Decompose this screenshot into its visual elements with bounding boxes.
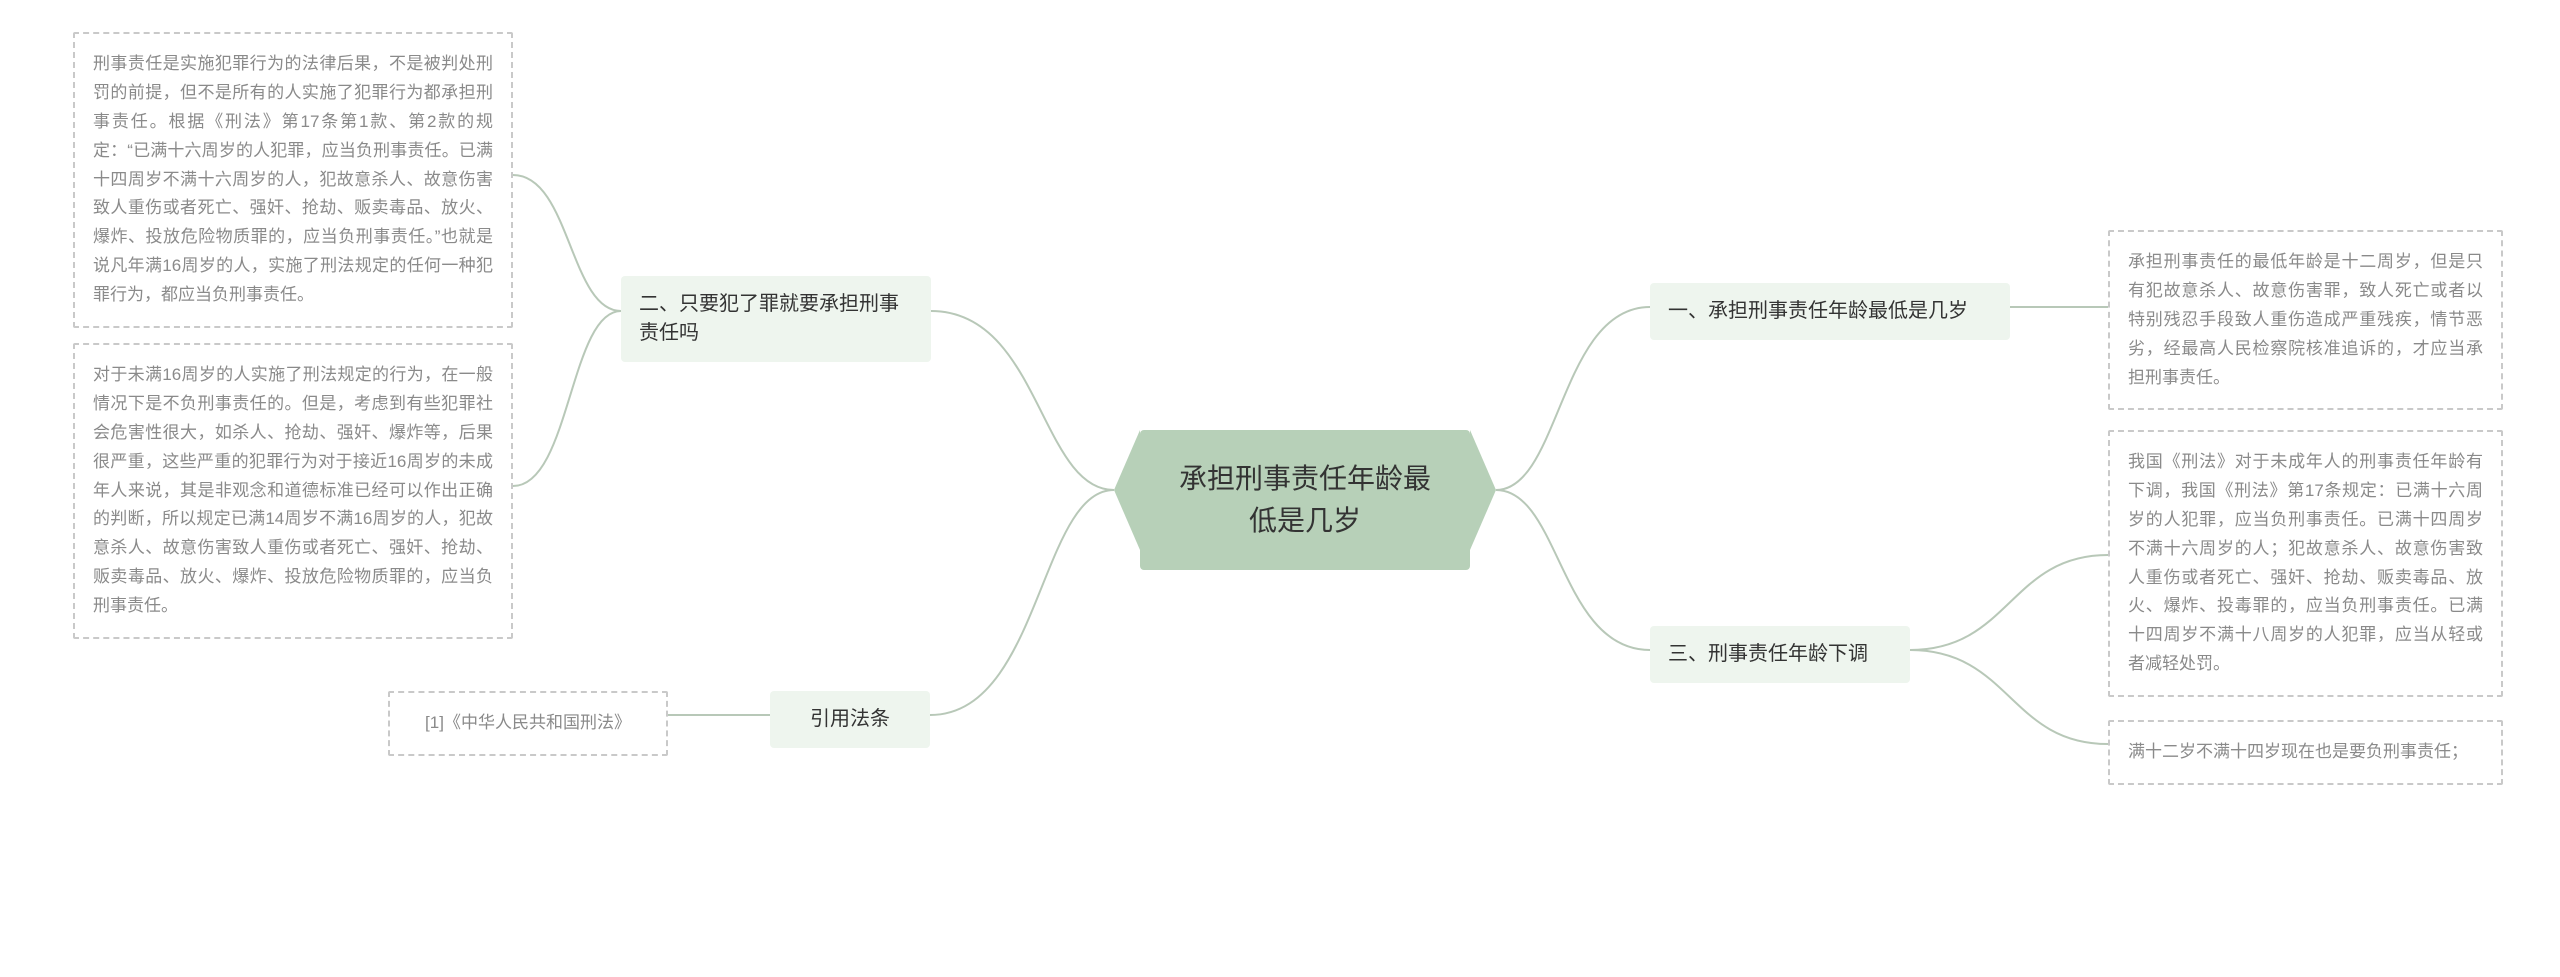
branch-section-2[interactable]: 二、只要犯了罪就要承担刑事责任吗	[621, 276, 931, 362]
leaf-text: 刑事责任是实施犯罪行为的法律后果，不是被判处刑罚的前提，但不是所有的人实施了犯罪…	[93, 54, 493, 304]
leaf-section-2b[interactable]: 对于未满16周岁的人实施了刑法规定的行为，在一般情况下是不负刑事责任的。但是，考…	[73, 343, 513, 639]
leaf-text: 我国《刑法》对于未成年人的刑事责任年龄有下调，我国《刑法》第17条规定：已满十六…	[2128, 452, 2483, 673]
branch-label: 二、只要犯了罪就要承担刑事责任吗	[639, 293, 899, 344]
leaf-text: 承担刑事责任的最低年龄是十二周岁，但是只有犯故意杀人、故意伤害罪，致人死亡或者以…	[2128, 252, 2483, 387]
branch-label: 三、刑事责任年龄下调	[1668, 643, 1868, 665]
branch-label: 一、承担刑事责任年龄最低是几岁	[1668, 300, 1968, 322]
leaf-text: 满十二岁不满十四岁现在也是要负刑事责任；	[2128, 742, 2468, 761]
leaf-section-2a[interactable]: 刑事责任是实施犯罪行为的法律后果，不是被判处刑罚的前提，但不是所有的人实施了犯罪…	[73, 32, 513, 328]
leaf-text: [1]《中华人民共和国刑法》	[425, 713, 631, 732]
branch-section-1[interactable]: 一、承担刑事责任年龄最低是几岁	[1650, 283, 2010, 340]
branch-label: 引用法条	[810, 708, 890, 730]
leaf-citation[interactable]: [1]《中华人民共和国刑法》	[388, 691, 668, 756]
root-title: 承担刑事责任年龄最低是几岁	[1179, 463, 1431, 536]
mindmap-canvas: { "colors":{ "root_bg":"#b7d0b8", "branc…	[0, 0, 2560, 977]
leaf-section-3a[interactable]: 我国《刑法》对于未成年人的刑事责任年龄有下调，我国《刑法》第17条规定：已满十六…	[2108, 430, 2503, 697]
root-node[interactable]: 承担刑事责任年龄最低是几岁	[1140, 430, 1470, 570]
branch-citation[interactable]: 引用法条	[770, 691, 930, 748]
leaf-section-1[interactable]: 承担刑事责任的最低年龄是十二周岁，但是只有犯故意杀人、故意伤害罪，致人死亡或者以…	[2108, 230, 2503, 410]
leaf-section-3b[interactable]: 满十二岁不满十四岁现在也是要负刑事责任；	[2108, 720, 2503, 785]
leaf-text: 对于未满16周岁的人实施了刑法规定的行为，在一般情况下是不负刑事责任的。但是，考…	[93, 365, 493, 615]
branch-section-3[interactable]: 三、刑事责任年龄下调	[1650, 626, 1910, 683]
